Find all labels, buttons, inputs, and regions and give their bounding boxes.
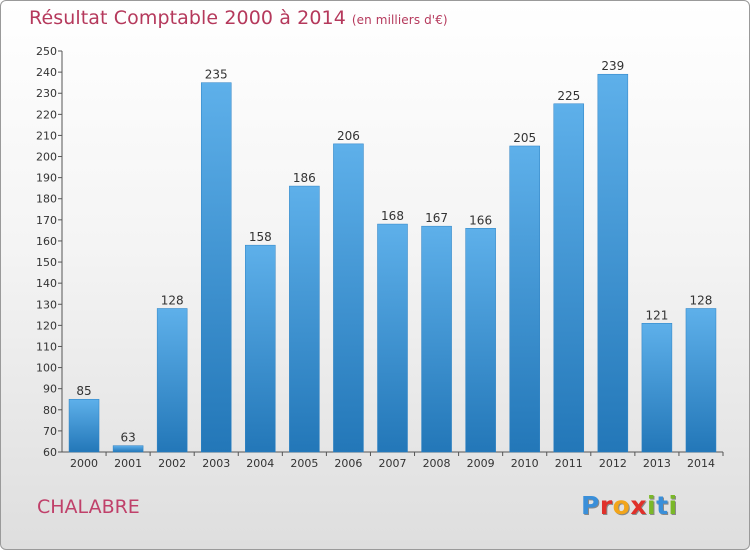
value-label-2014: 128 <box>690 293 713 307</box>
value-label-2008: 167 <box>425 211 448 225</box>
value-label-2000: 85 <box>76 384 91 398</box>
y-tick-label: 80 <box>43 404 57 417</box>
logo-letter: P <box>581 491 600 520</box>
value-label-2012: 239 <box>601 59 624 73</box>
value-label-2002: 128 <box>161 293 184 307</box>
y-tick-label: 170 <box>36 214 57 227</box>
x-tick-label-2001: 2001 <box>114 457 142 470</box>
bar-2013 <box>641 323 673 453</box>
y-tick-label: 70 <box>43 425 57 438</box>
logo-letter: i <box>647 491 657 520</box>
logo-letter: i <box>668 491 678 520</box>
bar-2006 <box>333 143 364 453</box>
x-tick-label-2005: 2005 <box>290 457 318 470</box>
y-tick-label: 150 <box>36 256 57 269</box>
x-tick-label-2013: 2013 <box>643 457 671 470</box>
x-tick-label-2012: 2012 <box>599 457 627 470</box>
value-label-2007: 168 <box>381 209 404 223</box>
y-tick-label: 230 <box>36 87 57 100</box>
y-tick-label: 190 <box>36 172 57 185</box>
bar-2012 <box>597 73 629 453</box>
x-tick-label-2004: 2004 <box>246 457 274 470</box>
bar-2008 <box>421 225 452 453</box>
y-tick-label: 210 <box>36 129 57 142</box>
x-tick-label-2010: 2010 <box>511 457 539 470</box>
value-label-2001: 63 <box>120 431 135 445</box>
commune-name: CHALABRE <box>37 496 140 518</box>
y-tick-label: 100 <box>36 362 57 375</box>
y-tick-label: 140 <box>36 277 57 290</box>
y-tick-label: 250 <box>36 45 57 58</box>
bar-2010 <box>509 145 540 453</box>
bar-2000 <box>68 398 100 453</box>
x-tick-label-2006: 2006 <box>334 457 362 470</box>
value-label-2009: 166 <box>469 213 492 227</box>
x-tick-label-2009: 2009 <box>467 457 495 470</box>
chart-title-main: Résultat Comptable 2000 à 2014 <box>29 7 346 29</box>
logo-letter: t <box>656 491 669 520</box>
y-tick-label: 200 <box>36 151 57 164</box>
bar-2011 <box>553 103 585 453</box>
x-tick-label-2008: 2008 <box>423 457 451 470</box>
x-tick-label-2002: 2002 <box>158 457 186 470</box>
y-tick-label: 130 <box>36 298 57 311</box>
bar-2003 <box>200 82 232 453</box>
x-tick-label-2003: 2003 <box>202 457 230 470</box>
value-label-2004: 158 <box>249 230 272 244</box>
bar-2009 <box>465 228 496 453</box>
y-tick-label: 60 <box>43 446 57 459</box>
y-tick-label: 180 <box>36 193 57 206</box>
y-tick-label: 240 <box>36 66 57 79</box>
bar-2007 <box>377 223 408 453</box>
y-tick-label: 120 <box>36 319 57 332</box>
proxiti-logo[interactable]: Proxiti <box>581 491 678 520</box>
y-tick-label: 90 <box>43 383 57 396</box>
value-label-2006: 206 <box>337 129 360 143</box>
x-tick-label-2011: 2011 <box>555 457 583 470</box>
bar-2002 <box>156 308 188 453</box>
bar-2005 <box>289 185 320 453</box>
value-label-2013: 121 <box>645 308 668 322</box>
x-tick-label-2007: 2007 <box>379 457 407 470</box>
chart-title: Résultat Comptable 2000 à 2014 (en millie… <box>29 7 448 29</box>
value-label-2010: 205 <box>513 131 536 145</box>
bars <box>68 73 717 453</box>
value-label-2003: 235 <box>205 68 228 82</box>
value-label-2005: 186 <box>293 171 316 185</box>
value-label-2011: 225 <box>557 89 580 103</box>
logo-letter: o <box>612 491 631 520</box>
chart-subtitle: (en milliers d'€) <box>351 13 448 27</box>
logo-letter: x <box>630 491 647 520</box>
x-tick-label-2014: 2014 <box>687 457 715 470</box>
bar-2001 <box>112 445 144 453</box>
y-tick-label: 160 <box>36 235 57 248</box>
bar-2004 <box>245 244 276 453</box>
x-tick-label-2000: 2000 <box>70 457 98 470</box>
logo-letter: r <box>599 491 613 520</box>
bar-2014 <box>685 308 717 453</box>
y-tick-label: 220 <box>36 108 57 121</box>
value-labels: 85 63 128 235 158 186 206 168 167 166 205 225 239 121… <box>76 59 712 444</box>
y-tick-label: 110 <box>36 340 57 353</box>
